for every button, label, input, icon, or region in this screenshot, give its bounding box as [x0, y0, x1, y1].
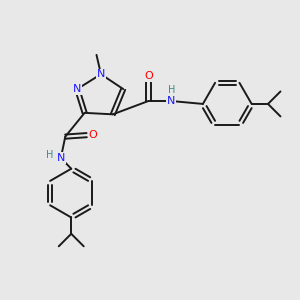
- Text: O: O: [144, 71, 153, 81]
- Text: N: N: [97, 69, 105, 79]
- Text: H: H: [168, 85, 175, 95]
- Text: H: H: [46, 150, 53, 160]
- Text: O: O: [89, 130, 98, 140]
- Text: N: N: [167, 96, 175, 106]
- Text: N: N: [73, 84, 81, 94]
- Text: N: N: [57, 153, 65, 163]
